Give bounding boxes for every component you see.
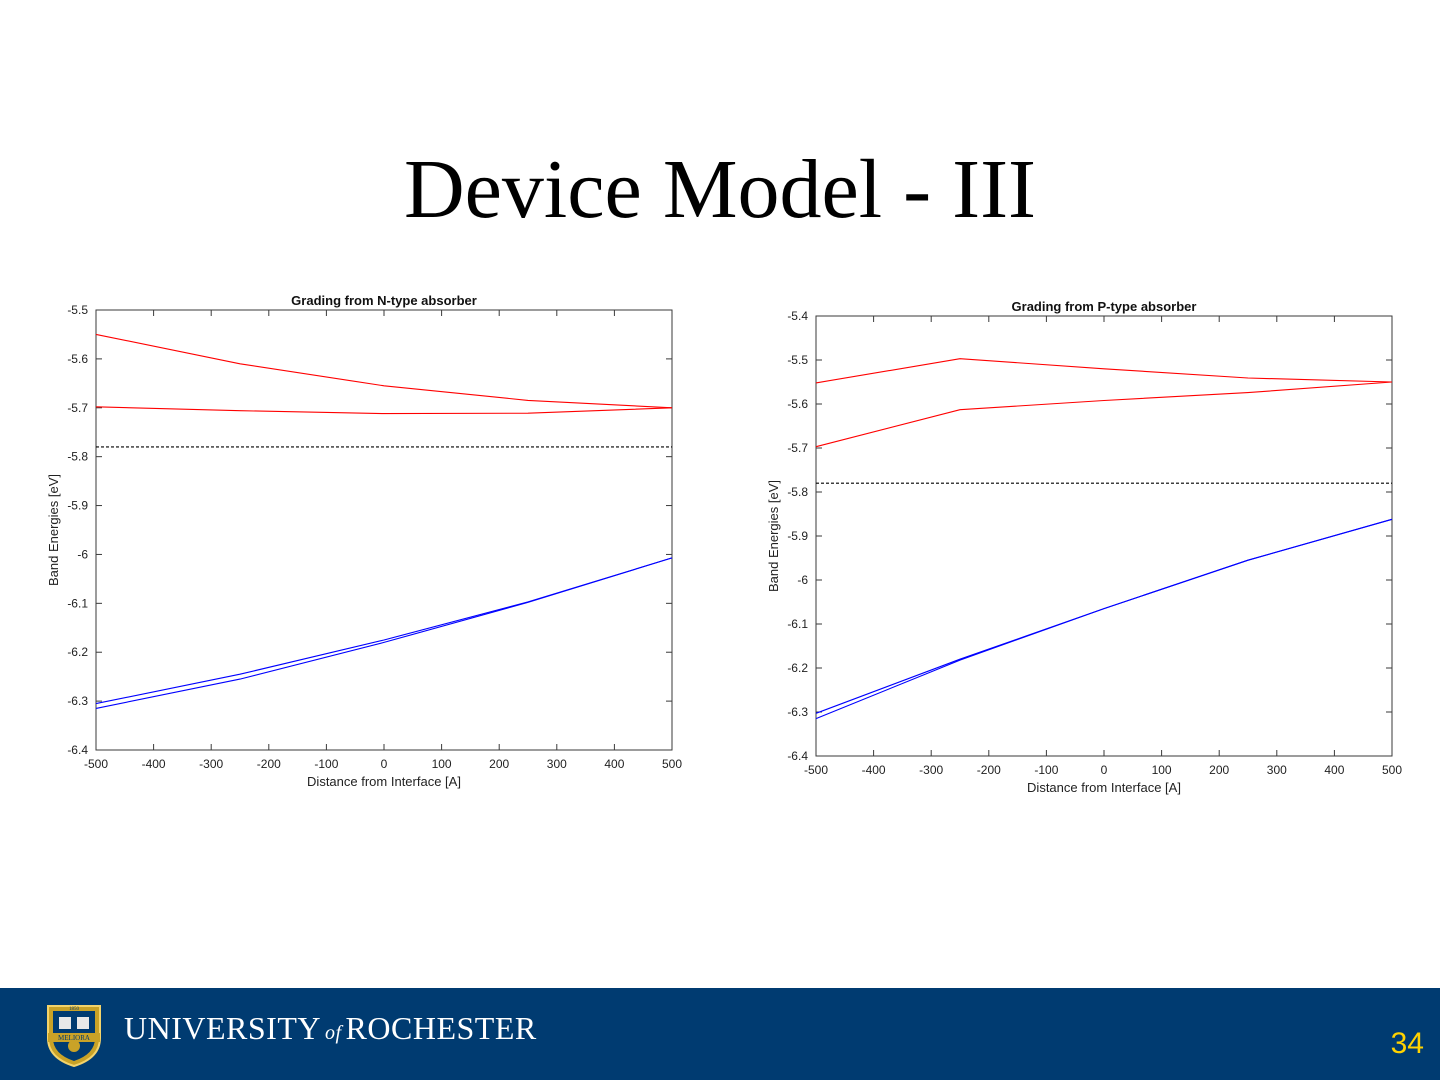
chart-right-xtick-label: 200 <box>1209 763 1229 777</box>
chart-right-xtick-label: -300 <box>919 763 943 777</box>
university-name-of: of <box>324 1022 342 1044</box>
chart-left-plot-area <box>95 309 673 751</box>
chart-left-ytick-label: -5.6 <box>67 352 88 366</box>
university-name: UNIVERSITY of ROCHESTER <box>124 1006 537 1055</box>
chart-right-xtick-label: -200 <box>977 763 1001 777</box>
chart-left: -500 -400 -300 -200 -100 0 100 200 300 400 500 -5.5… <box>30 288 682 798</box>
chart-left-ytick-label: -6.2 <box>67 645 88 659</box>
chart-right-ytick-label: -6.2 <box>787 661 808 675</box>
chart-left-ytick-label: -6.3 <box>67 694 88 708</box>
chart-left-xtick-label: -300 <box>199 757 223 771</box>
chart-right-xtick-label: 300 <box>1267 763 1287 777</box>
chart-right-ytick-label: -5.7 <box>787 441 808 455</box>
chart-right-ytick-label: -5.8 <box>787 485 808 499</box>
chart-left-ytick-label: -6.4 <box>67 743 88 757</box>
chart-right-xtick-label: -500 <box>804 763 828 777</box>
chart-left-title: Grading from N-type absorber <box>291 293 477 308</box>
chart-left-xtick-label: -200 <box>257 757 281 771</box>
chart-left-ytick-label: -5.9 <box>67 499 88 513</box>
chart-right-ytick-label: -5.4 <box>787 309 808 323</box>
chart-left-xtick-label: -400 <box>142 757 166 771</box>
chart-left-ytick-label: -5.7 <box>67 401 88 415</box>
chart-left-svg: -500 -400 -300 -200 -100 0 100 200 300 400 500 -5.5… <box>46 293 682 789</box>
chart-left-xtick-label: 0 <box>381 757 388 771</box>
chart-right-series-line-4 <box>815 518 1393 720</box>
chart-right-xtick-label: 0 <box>1101 763 1108 777</box>
university-seal-icon: MELIORA 1850 <box>47 1005 101 1068</box>
chart-right-xtick-label: -100 <box>1034 763 1058 777</box>
chart-left-ytick-label: -5.8 <box>67 450 88 464</box>
chart-left-xlabel: Distance from Interface [A] <box>307 774 461 789</box>
chart-right-ytick-label: -6.1 <box>787 617 808 631</box>
chart-right-ytick-label: -5.9 <box>787 529 808 543</box>
chart-right-ytick-label: -6.3 <box>787 705 808 719</box>
chart-right-svg: -500 -400 -300 -200 -100 0 100 200 300 400 500 -5.4… <box>766 299 1402 795</box>
chart-left-xtick-label: -500 <box>84 757 108 771</box>
chart-left-series-line-0 <box>95 333 673 409</box>
chart-right-ylabel: Band Energies [eV] <box>766 480 781 592</box>
chart-right-ytick-label: -5.5 <box>787 353 808 367</box>
university-name-pre: UNIVERSITY <box>124 1010 321 1046</box>
chart-left-series-line-4 <box>95 557 673 709</box>
footer-bar <box>0 988 1440 1080</box>
seal-motto: MELIORA <box>58 1034 90 1042</box>
chart-left-ytick-label: -6.1 <box>67 596 88 610</box>
chart-left-ylabel: Band Energies [eV] <box>46 474 61 586</box>
chart-left-xtick-label: -100 <box>314 757 338 771</box>
chart-right-xtick-label: -400 <box>862 763 886 777</box>
chart-left-xtick-label: 100 <box>432 757 452 771</box>
chart-right-xlabel: Distance from Interface [A] <box>1027 780 1181 795</box>
chart-right-plot-area <box>815 315 1393 757</box>
chart-right-xtick-label: 500 <box>1382 763 1402 777</box>
chart-right-title: Grading from P-type absorber <box>1012 299 1197 314</box>
chart-right-xtick-label: 400 <box>1324 763 1344 777</box>
chart-right: -500 -400 -300 -200 -100 0 100 200 300 400 500 -5.4… <box>750 294 1402 804</box>
chart-left-series-line-1 <box>95 406 673 415</box>
page-number: 34 <box>1390 1027 1424 1060</box>
seal-year: 1850 <box>69 1007 80 1012</box>
chart-left-xtick-label: 500 <box>662 757 682 771</box>
chart-right-ytick-label: -6 <box>797 573 808 587</box>
chart-right-series-line-1 <box>815 381 1393 448</box>
chart-left-xtick-label: 200 <box>489 757 509 771</box>
chart-left-xtick-label: 400 <box>604 757 624 771</box>
chart-right-series-line-0 <box>815 358 1393 384</box>
university-name-post: ROCHESTER <box>345 1010 537 1046</box>
chart-left-ytick-label: -5.5 <box>67 303 88 317</box>
chart-left-ytick-label: -6 <box>77 547 88 561</box>
chart-right-ytick-label: -5.6 <box>787 397 808 411</box>
slide-title: Device Model - III <box>403 143 1037 236</box>
chart-right-ytick-label: -6.4 <box>787 749 808 763</box>
chart-right-xtick-label: 100 <box>1152 763 1172 777</box>
chart-left-xtick-label: 300 <box>547 757 567 771</box>
